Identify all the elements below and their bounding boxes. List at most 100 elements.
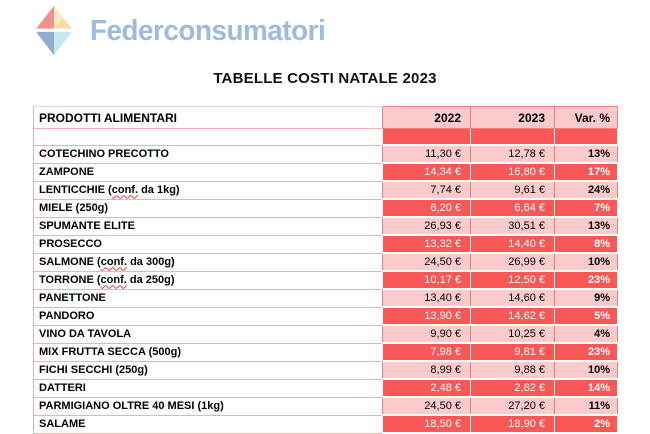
col-header-var: Var. % <box>554 106 618 129</box>
cell-2022: 8,99 € <box>382 361 471 380</box>
table-row: PANDORO 13,90 €14,62 €5% <box>33 307 618 326</box>
cell-var: 7% <box>554 199 618 218</box>
cell-var: 24% <box>554 181 618 200</box>
cell-2022: 26,93 € <box>382 217 471 236</box>
cell-var: 13% <box>554 217 618 236</box>
spacer-cell <box>554 128 618 146</box>
cell-2023: 9,88 € <box>470 361 555 380</box>
cell-2022: 14,34 € <box>382 163 471 182</box>
cell-2022: 24,50 € <box>382 253 471 272</box>
spacer-cell <box>382 128 471 146</box>
product-name-cell: MIX FRUTTA SECCA (500g) <box>33 343 383 362</box>
cell-2023: 10,25 € <box>470 325 555 344</box>
cell-2023: 26,99 € <box>470 253 555 272</box>
brand-name: Federconsumatori <box>90 14 326 47</box>
cell-2022: 7,74 € <box>382 181 471 200</box>
cell-2022: 18,50 € <box>382 415 471 434</box>
product-label-part: da 250g) <box>126 273 175 286</box>
product-name-cell: PANDORO <box>33 307 383 326</box>
product-name-cell: ZAMPONE <box>33 163 383 182</box>
table-row: FICHI SECCHI (250g) 8,99 €9,88 €10% <box>33 361 618 380</box>
cell-2023: 12,50 € <box>470 271 555 290</box>
spacer-cell <box>470 128 555 146</box>
cell-2023: 2,82 € <box>470 379 555 398</box>
spellcheck-squiggle: conf. <box>111 183 139 196</box>
cell-2023: 12,78 € <box>470 145 555 164</box>
cell-var: 11% <box>554 397 618 416</box>
spacer-row <box>33 128 618 146</box>
costs-table: PRODOTTI ALIMENTARI 2022 2023 Var. % COT… <box>33 106 618 434</box>
product-label-part: da 300g) <box>127 255 175 268</box>
table-row: SALMONE (conf. da 300g) 24,50 €26,99 €10% <box>33 253 618 272</box>
cell-2022: 13,32 € <box>382 235 471 254</box>
product-name-cell: LENTICCHIE (conf. da 1kg) <box>33 181 383 200</box>
cell-var: 23% <box>554 271 618 290</box>
col-header-2022: 2022 <box>382 106 471 129</box>
cell-2023: 14,62 € <box>470 307 555 326</box>
cell-var: 14% <box>554 379 618 398</box>
cell-2022: 13,90 € <box>382 307 471 326</box>
table-row: LENTICCHIE (conf. da 1kg) 7,74 €9,61 €24% <box>33 181 618 200</box>
table-row: VINO DA TAVOLA 9,90 €10,25 €4% <box>33 325 618 344</box>
product-name-cell: VINO DA TAVOLA <box>33 325 383 344</box>
table-row: MIELE (250g) 6,20 €6,64 €7% <box>33 199 618 218</box>
cell-2023: 14,40 € <box>470 235 555 254</box>
table-row: SALAME 18,50 €18,90 €2% <box>33 415 618 434</box>
table-row: DATTERI 2,48 €2,82 €14% <box>33 379 618 398</box>
page-title: TABELLE COSTI NATALE 2023 <box>213 70 437 87</box>
product-name-cell: TORRONE (conf. da 250g) <box>33 271 383 290</box>
table-row: MIX FRUTTA SECCA (500g) 7,98 €9,81 €23% <box>33 343 618 362</box>
spacer-name-cell <box>33 128 383 146</box>
product-name-cell: PROSECCO <box>33 235 383 254</box>
product-name-cell: SALAME <box>33 415 383 434</box>
cell-2022: 11,30 € <box>382 145 471 164</box>
col-header-2023: 2023 <box>470 106 555 129</box>
cell-var: 10% <box>554 253 618 272</box>
product-name-cell: MIELE (250g) <box>33 199 383 218</box>
cell-var: 5% <box>554 307 618 326</box>
cell-2022: 6,20 € <box>382 199 471 218</box>
spellcheck-squiggle: conf. <box>100 273 127 286</box>
table-row: COTECHINO PRECOTTO 11,30 €12,78 €13% <box>33 145 618 164</box>
cell-var: 17% <box>554 163 618 182</box>
cell-var: 8% <box>554 235 618 254</box>
product-label-part: LENTICCHIE ( <box>39 183 112 196</box>
table-row: PROSECCO 13,32 €14,40 €8% <box>33 235 618 254</box>
cell-var: 23% <box>554 343 618 362</box>
cell-2023: 6,64 € <box>470 199 555 218</box>
cell-2022: 9,90 € <box>382 325 471 344</box>
product-name-cell: PARMIGIANO OLTRE 40 MESI (1kg) <box>33 397 383 416</box>
product-label-part: da 1kg) <box>138 183 180 196</box>
table-row: SPUMANTE ELITE 26,93 €30,51 €13% <box>33 217 618 236</box>
cell-var: 2% <box>554 415 618 434</box>
table-row: TORRONE (conf. da 250g) 10,17 €12,50 €23% <box>33 271 618 290</box>
cell-2023: 14,60 € <box>470 289 555 308</box>
cell-var: 10% <box>554 361 618 380</box>
spellcheck-squiggle: conf. <box>100 255 128 268</box>
cell-var: 4% <box>554 325 618 344</box>
cell-2023: 9,61 € <box>470 181 555 200</box>
product-name-cell: DATTERI <box>33 379 383 398</box>
federconsumatori-logo-icon <box>36 5 72 56</box>
cell-var: 9% <box>554 289 618 308</box>
cell-2023: 9,81 € <box>470 343 555 362</box>
cell-2023: 18,90 € <box>470 415 555 434</box>
cell-2022: 2,48 € <box>382 379 471 398</box>
product-name-cell: COTECHINO PRECOTTO <box>33 145 383 164</box>
cell-var: 13% <box>554 145 618 164</box>
col-header-product: PRODOTTI ALIMENTARI <box>33 106 383 129</box>
table-row: PARMIGIANO OLTRE 40 MESI (1kg) 24,50 €27,… <box>33 397 618 416</box>
product-label-part: TORRONE ( <box>39 273 101 286</box>
product-label-part: SALMONE ( <box>39 255 101 268</box>
cell-2022: 24,50 € <box>382 397 471 416</box>
table-row: PANETTONE 13,40 €14,60 €9% <box>33 289 618 308</box>
cell-2023: 27,20 € <box>470 397 555 416</box>
cell-2023: 16,80 € <box>470 163 555 182</box>
product-name-cell: SPUMANTE ELITE <box>33 217 383 236</box>
header-row: PRODOTTI ALIMENTARI 2022 2023 Var. % <box>33 106 618 129</box>
cell-2022: 13,40 € <box>382 289 471 308</box>
cell-2023: 30,51 € <box>470 217 555 236</box>
brand-header: Federconsumatori <box>0 0 650 58</box>
product-name-cell: FICHI SECCHI (250g) <box>33 361 383 380</box>
